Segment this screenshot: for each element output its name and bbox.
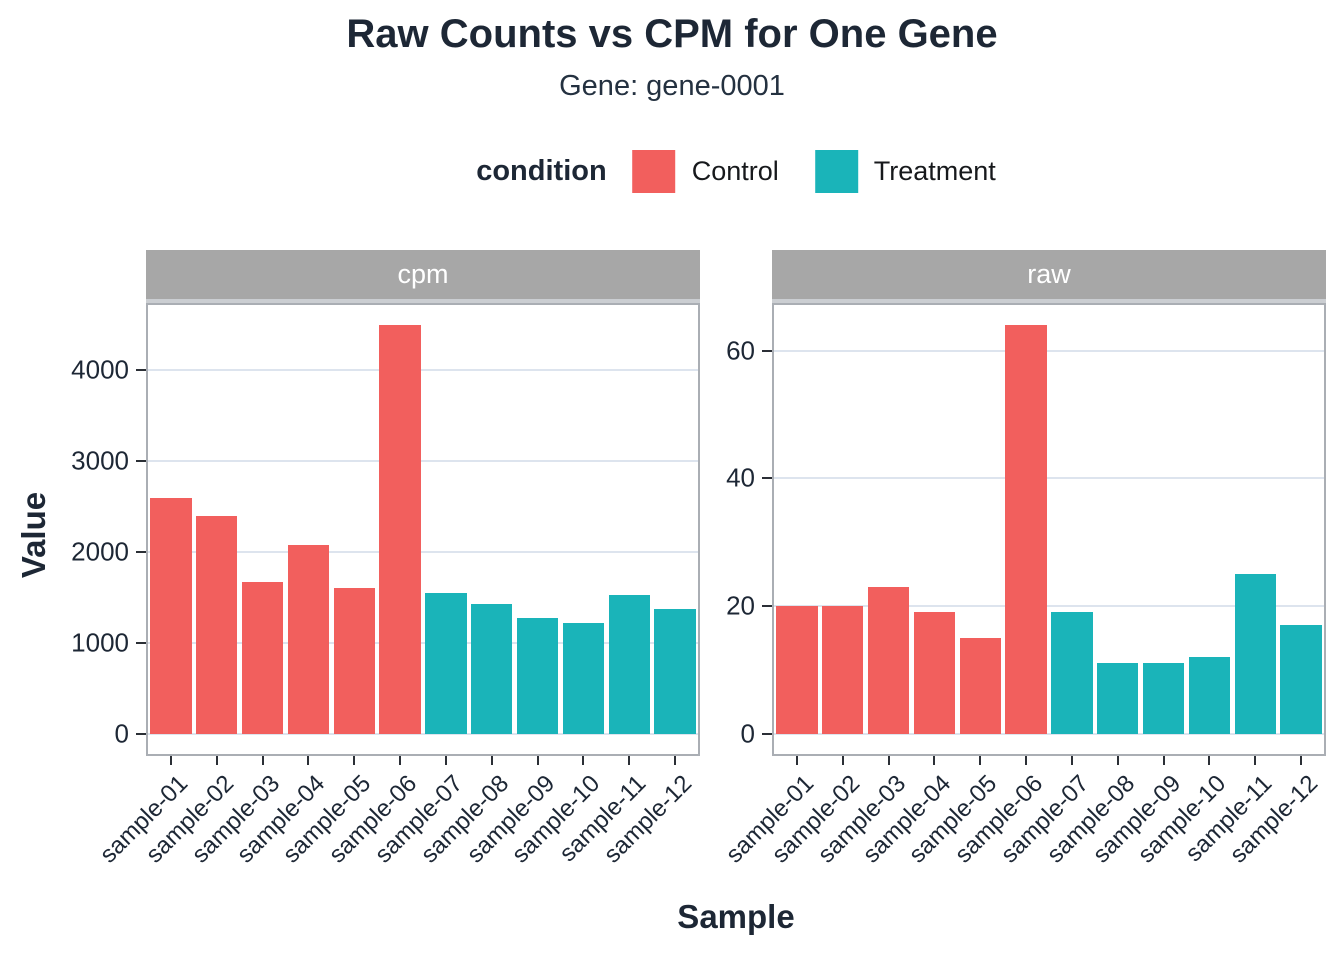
x-tick-mark [1162,756,1165,765]
y-tick-label: 4000 [71,354,129,385]
x-tick-mark [1116,756,1119,765]
panel: 0 20 40 60 sample-01 sample-02 sample-03 sample… [721,303,1326,868]
y-tick-mark [136,641,146,644]
y-tick-mark [136,368,146,371]
y-tick-mark [762,349,772,352]
legend-item-treatment: Treatment [814,149,996,193]
x-tick-mark [261,756,264,765]
x-tick-mark [841,756,844,765]
x-tick-mark [307,756,310,765]
legend-swatch-control [632,149,676,193]
y-tick-mark [136,550,146,553]
gridline-y-2000 [148,550,698,553]
y-tick-mark [762,605,772,608]
bar-cpm-sample-01 [150,497,192,734]
x-tick-mark [674,756,677,765]
y-tick-label: 60 [726,335,755,366]
facet-strip-cpm: cpm [146,250,700,303]
y-tick-label: 3000 [71,445,129,476]
y-axis-title: Value [15,491,52,579]
x-tick-mark [887,756,890,765]
bar-raw-sample-05 [959,637,1001,734]
legend-label-treatment: Treatment [873,155,996,186]
facet-cpm: cpm 0 1000 2000 3000 4000 sample-01 sample-02 s… [71,250,700,900]
facet-strip-raw: raw [772,250,1326,303]
facet-raw: raw 0 20 40 60 sample-01 sample-02 sample-03 sa… [721,250,1326,900]
gridline-y-1000 [148,641,698,644]
legend-label-control: Control [691,155,779,186]
bar-raw-sample-04 [913,612,956,734]
bar-raw-sample-12 [1280,625,1322,734]
x-tick-mark [582,756,585,765]
gridline-y-40 [774,477,1324,480]
bar-raw-sample-06 [1005,325,1047,734]
x-axis-title: Sample [677,898,795,935]
x-tick-mark [399,756,402,765]
bar-raw-sample-10 [1188,657,1231,734]
plot-subtitle: Gene: gene-0001 [559,70,785,102]
x-tick-mark [795,756,798,765]
plot-title: Raw Counts vs CPM for One Gene [346,12,998,56]
gridline-y-20 [774,605,1324,608]
bar-raw-sample-08 [1097,663,1139,734]
x-tick-mark [444,756,447,765]
bar-cpm-sample-07 [425,592,467,734]
bar-raw-sample-01 [776,606,818,734]
bar-cpm-sample-09 [516,617,559,734]
x-tick-mark [628,756,631,765]
x-tick-mark [169,756,172,765]
x-tick-mark [1254,756,1257,765]
facet-strip-label: cpm [397,259,449,289]
legend: condition Control Treatment [476,148,996,194]
x-tick-mark [1300,756,1303,765]
x-tick-mark [1070,756,1073,765]
bar-raw-sample-09 [1142,663,1185,734]
bar-cpm-sample-02 [196,516,238,734]
y-tick-mark [136,732,146,735]
x-tick-mark [215,756,218,765]
x-tick-mark [536,756,539,765]
bar-cpm-sample-10 [562,622,605,734]
bar-cpm-sample-08 [471,603,513,734]
gridline-y-0 [148,732,698,735]
x-tick-mark [933,756,936,765]
legend-swatch-treatment [814,149,858,193]
y-tick-label: 0 [114,718,129,749]
gridline-y-60 [774,349,1324,352]
gridline-y-0 [774,732,1324,735]
legend-item-control: Control [632,149,779,193]
bar-raw-sample-03 [867,586,910,734]
y-tick-label: 2000 [71,536,129,567]
bar-raw-sample-11 [1234,574,1276,734]
y-tick-label: 20 [726,590,755,621]
x-tick-mark [490,756,493,765]
bar-cpm-sample-04 [287,545,330,734]
y-tick-label: 40 [726,462,755,493]
bar-cpm-sample-06 [379,325,421,734]
y-tick-label: 0 [740,718,755,749]
bar-raw-sample-07 [1051,612,1093,734]
bar-cpm-sample-11 [608,595,650,734]
x-tick-mark [353,756,356,765]
x-tick-mark [1025,756,1028,765]
bar-cpm-sample-03 [241,582,284,734]
x-tick-mark [979,756,982,765]
y-tick-mark [762,477,772,480]
panel: 0 1000 2000 3000 4000 sample-01 sample-02 sampl… [71,303,700,868]
legend-title: condition [476,154,607,187]
bar-cpm-sample-05 [333,588,375,734]
x-tick-mark [1208,756,1211,765]
bar-raw-sample-02 [822,606,864,734]
y-tick-mark [762,732,772,735]
facet-strip-label: raw [1027,259,1071,289]
gridline-y-4000 [148,368,698,371]
bar-cpm-sample-12 [654,608,696,734]
y-tick-label: 1000 [71,627,129,658]
gridline-y-3000 [148,459,698,462]
y-tick-mark [136,459,146,462]
